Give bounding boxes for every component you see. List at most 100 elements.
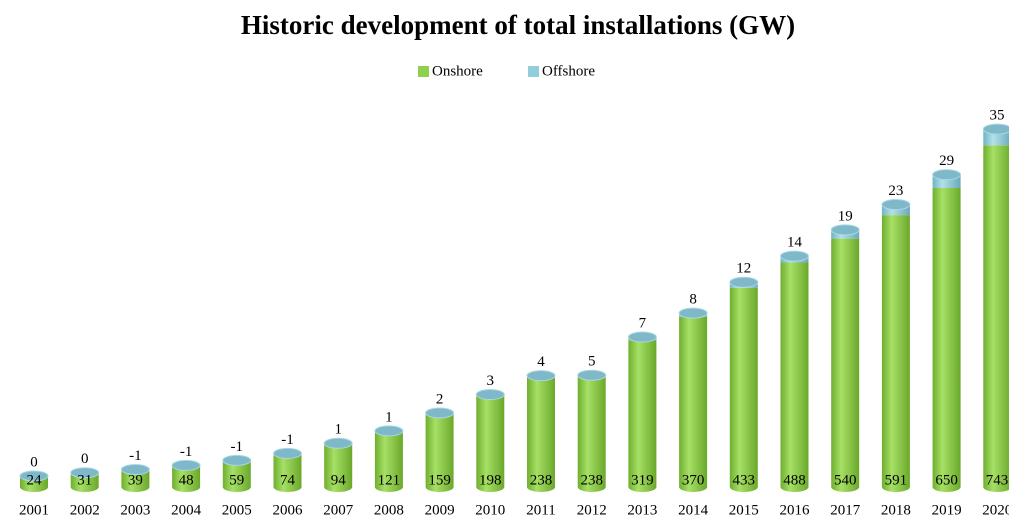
x-tick-label: 2009	[425, 502, 455, 518]
data-label: 31	[77, 472, 92, 488]
bar-segment	[881, 215, 910, 492]
x-tick-label: 2003	[120, 502, 150, 518]
x-tick-label: 2002	[70, 502, 100, 518]
x-tick-label: 2020	[982, 502, 1009, 518]
legend-label: Offshore	[542, 63, 595, 79]
data-label: 35	[990, 108, 1005, 124]
x-tick-label: 2004	[171, 502, 202, 518]
bar-cap	[932, 169, 962, 181]
legend-swatch	[528, 66, 539, 77]
plot: 20012402002310200339-1200448-1200559-120…	[19, 108, 1009, 518]
data-label: 94	[331, 472, 347, 488]
data-label: 5	[588, 354, 596, 370]
data-label: 488	[783, 472, 806, 488]
bar-segment	[679, 316, 708, 492]
data-label: 591	[885, 472, 908, 488]
data-label: 650	[935, 472, 958, 488]
data-label: 24	[27, 472, 43, 488]
data-label: 319	[631, 472, 654, 488]
bar-segment	[273, 452, 302, 492]
bar-cap	[120, 464, 150, 476]
chart-title: Historic development of total installati…	[241, 10, 795, 40]
bar-cap	[70, 467, 100, 479]
bar-segment	[729, 287, 758, 492]
x-tick-label: 2019	[932, 502, 962, 518]
bar-cap	[982, 123, 1009, 135]
data-label: 23	[888, 183, 903, 199]
bar-segment	[324, 443, 353, 492]
x-tick-label: 2006	[273, 502, 304, 518]
data-label: 19	[838, 208, 853, 224]
x-tick-label: 2014	[678, 502, 709, 518]
data-label: 0	[81, 451, 89, 467]
data-label: 4	[537, 354, 545, 370]
bar-segment	[780, 262, 809, 492]
bar-segment	[831, 238, 860, 492]
x-tick-label: 2018	[881, 502, 911, 518]
bar-segment	[222, 459, 251, 492]
data-label: 1	[385, 409, 393, 425]
bar-cap	[171, 459, 201, 471]
bar-segment	[374, 431, 403, 492]
data-label: 59	[229, 472, 244, 488]
x-tick-label: 2008	[374, 502, 404, 518]
data-label: 370	[682, 472, 705, 488]
x-tick-label: 2012	[577, 502, 607, 518]
data-label: 7	[639, 315, 647, 331]
legend-label: Onshore	[432, 63, 483, 79]
legend-swatch	[418, 66, 429, 77]
bar-cap	[425, 407, 455, 419]
legend: Onshore Offshore	[418, 63, 595, 79]
x-tick-label: 2007	[323, 502, 354, 518]
bar-cap	[526, 370, 556, 382]
data-label: -1	[180, 444, 193, 460]
bar-cap	[374, 425, 404, 437]
data-label: 540	[834, 472, 857, 488]
bar-cap	[19, 470, 49, 482]
bar-segment	[577, 377, 606, 492]
bar-cap	[729, 276, 759, 288]
data-label: 0	[30, 454, 38, 470]
bar-cap	[627, 331, 657, 343]
x-tick-label: 2001	[19, 502, 49, 518]
data-label: 3	[487, 373, 495, 389]
bar-segment	[121, 469, 150, 492]
x-tick-label: 2013	[627, 502, 657, 518]
bar-cap	[830, 224, 860, 236]
data-label: 238	[530, 472, 553, 488]
bar-segment	[628, 340, 657, 492]
data-label: 74	[280, 472, 296, 488]
data-label: 39	[128, 472, 143, 488]
bar-cap	[780, 250, 809, 262]
data-label: -1	[281, 432, 294, 448]
bar-segment	[932, 188, 961, 492]
data-label: 12	[736, 261, 751, 277]
bar-cap	[881, 199, 911, 211]
bar-segment	[527, 377, 555, 492]
bar-segment	[172, 464, 201, 492]
data-label: 14	[787, 235, 803, 251]
data-label: 159	[428, 472, 451, 488]
x-tick-label: 2011	[526, 502, 555, 518]
bar-segment	[983, 145, 1009, 492]
data-label: 433	[733, 472, 756, 488]
bar-cap	[678, 307, 708, 319]
bar-cap	[323, 437, 353, 449]
bar-cap	[273, 447, 302, 459]
data-label: 238	[580, 472, 603, 488]
data-label: 2	[436, 391, 444, 407]
x-tick-label: 2015	[729, 502, 759, 518]
data-label: 48	[179, 472, 194, 488]
x-tick-label: 2017	[830, 502, 861, 518]
data-label: 198	[479, 472, 502, 488]
data-label: -1	[231, 439, 244, 455]
bar-cap	[475, 389, 505, 401]
data-label: 121	[378, 472, 401, 488]
x-tick-label: 2016	[780, 502, 811, 518]
x-tick-label: 2005	[222, 502, 252, 518]
data-label: 29	[939, 153, 954, 169]
data-label: 743	[986, 472, 1009, 488]
data-label: 1	[334, 422, 342, 438]
bar-segment	[476, 395, 505, 492]
